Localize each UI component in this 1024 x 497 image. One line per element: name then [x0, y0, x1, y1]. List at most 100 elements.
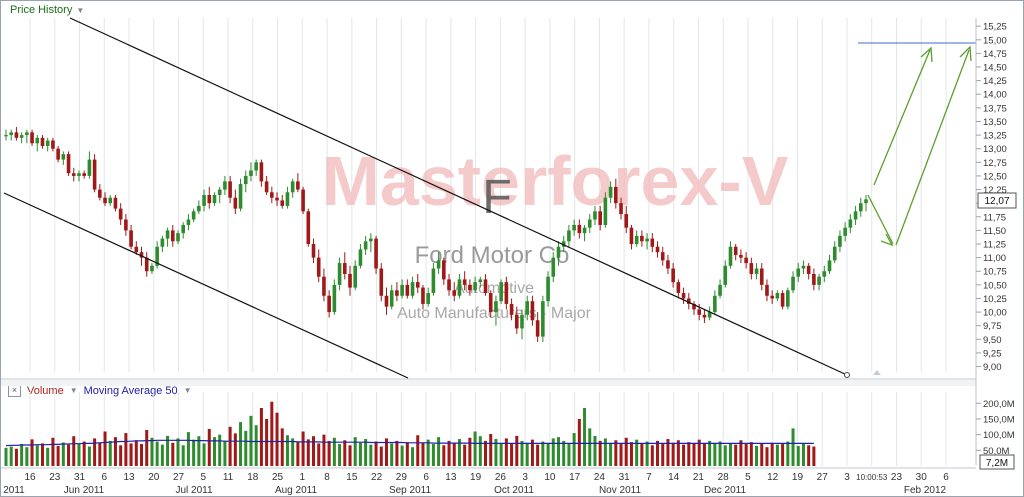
- volume-bar: [447, 440, 451, 466]
- lower-trendline[interactable]: [3, 192, 409, 379]
- candle-body: [275, 197, 279, 201]
- candle-body: [713, 295, 717, 313]
- candle-body: [457, 279, 462, 296]
- candle-body: [624, 214, 629, 228]
- day-tick-label: 23: [49, 472, 61, 483]
- day-tick-label: 27: [173, 472, 185, 483]
- candle-body: [342, 263, 347, 274]
- volume-bar: [395, 440, 399, 466]
- candle-body: [322, 276, 326, 296]
- volume-bar: [484, 440, 488, 466]
- price-tick-label: 12,25: [983, 185, 1007, 196]
- volume-bar: [629, 442, 633, 466]
- volume-bar: [265, 418, 269, 466]
- chevron-down-icon[interactable]: ▼: [69, 386, 78, 395]
- candle-body: [660, 252, 665, 261]
- volume-bar: [671, 442, 675, 466]
- price-tick-label: 13,25: [983, 131, 1007, 142]
- volume-bar: [682, 444, 686, 466]
- candle-body: [92, 159, 97, 190]
- candle-body: [98, 189, 102, 198]
- volume-bar: [218, 434, 222, 466]
- candle-body: [666, 260, 670, 269]
- candle-body: [217, 189, 222, 195]
- price-tick-label: 12,50: [983, 171, 1007, 182]
- candle-body: [697, 309, 702, 315]
- volume-bar: [536, 444, 540, 466]
- candle-body: [504, 282, 509, 304]
- candle-body: [806, 265, 811, 274]
- candle-body: [572, 224, 576, 231]
- volume-bar: [87, 446, 91, 466]
- day-tick-label: 29: [396, 472, 408, 483]
- watermark-text: Masterforex-V: [322, 142, 789, 220]
- volume-bar: [551, 438, 555, 466]
- volume-bar: [103, 431, 107, 466]
- candle-body: [723, 265, 728, 285]
- volume-bar: [369, 444, 373, 466]
- candle-body: [9, 132, 14, 136]
- candle-body: [14, 132, 19, 138]
- candle-body: [530, 301, 535, 321]
- candle-body: [462, 279, 467, 285]
- volume-bar: [275, 412, 279, 466]
- candle-body: [327, 295, 331, 313]
- volume-bar: [760, 443, 764, 466]
- candle-body: [348, 273, 352, 288]
- chevron-down-icon[interactable]: ▼: [76, 5, 85, 15]
- price-panel-header[interactable]: Price History ▼: [10, 4, 84, 16]
- upper-trendline[interactable]: [69, 17, 848, 376]
- volume-bar: [786, 441, 790, 466]
- volume-bar: [504, 438, 508, 466]
- candle-body: [514, 314, 519, 329]
- volume-bar: [478, 436, 482, 466]
- day-tick-label: 17: [569, 472, 581, 483]
- day-tick-label: 3: [522, 472, 528, 483]
- panel-splitter[interactable]: [1, 380, 976, 386]
- volume-bar: [40, 443, 44, 466]
- volume-bar: [530, 439, 534, 466]
- candle-body: [681, 293, 686, 299]
- day-tick-label: 15: [346, 472, 358, 483]
- chevron-down-icon[interactable]: ▼: [183, 386, 192, 395]
- day-tick-label: 5: [745, 472, 751, 483]
- volume-tick-label: 100,0M: [983, 430, 1015, 441]
- scroll-marker-icon[interactable]: [873, 370, 881, 375]
- projection-arrows: [867, 45, 972, 247]
- candle-body: [51, 140, 55, 149]
- volume-bar: [358, 442, 362, 466]
- candle-body: [165, 230, 170, 239]
- day-tick-label: 13: [445, 472, 457, 483]
- volume-bar: [327, 440, 331, 466]
- day-tick-label: 14: [668, 472, 680, 483]
- price-tick-label: 9,75: [983, 321, 1002, 332]
- candle-body: [30, 132, 34, 144]
- candle-body: [629, 227, 634, 245]
- candle-body: [150, 265, 154, 272]
- volume-bar: [140, 444, 144, 466]
- candle-body: [71, 173, 76, 176]
- candle-body: [82, 173, 86, 176]
- candle-body: [640, 235, 644, 242]
- volume-bar: [166, 435, 170, 466]
- volume-bar: [796, 445, 800, 466]
- candle-body: [186, 219, 191, 225]
- price-axis: 15,25 15,00 14,75 14,50 14,25 14,00 13,75 13,50…: [976, 22, 1007, 373]
- volume-bar: [77, 444, 81, 466]
- candle-body: [415, 282, 420, 288]
- trendline-handle[interactable]: [844, 372, 850, 378]
- day-tick-label: 25: [272, 472, 284, 483]
- candle-body: [864, 199, 868, 204]
- volume-bar: [791, 428, 795, 466]
- day-tick-label: 31: [619, 472, 631, 483]
- candle-body: [77, 173, 81, 176]
- volume-bar: [442, 445, 446, 466]
- candle-body: [197, 205, 201, 212]
- candle-body: [290, 181, 295, 193]
- volume-bar: [56, 445, 60, 466]
- candle-body: [520, 314, 524, 329]
- volume-bar: [577, 418, 581, 466]
- volume-bar: [645, 441, 649, 466]
- candle-body: [118, 208, 123, 220]
- candle-body: [306, 211, 311, 245]
